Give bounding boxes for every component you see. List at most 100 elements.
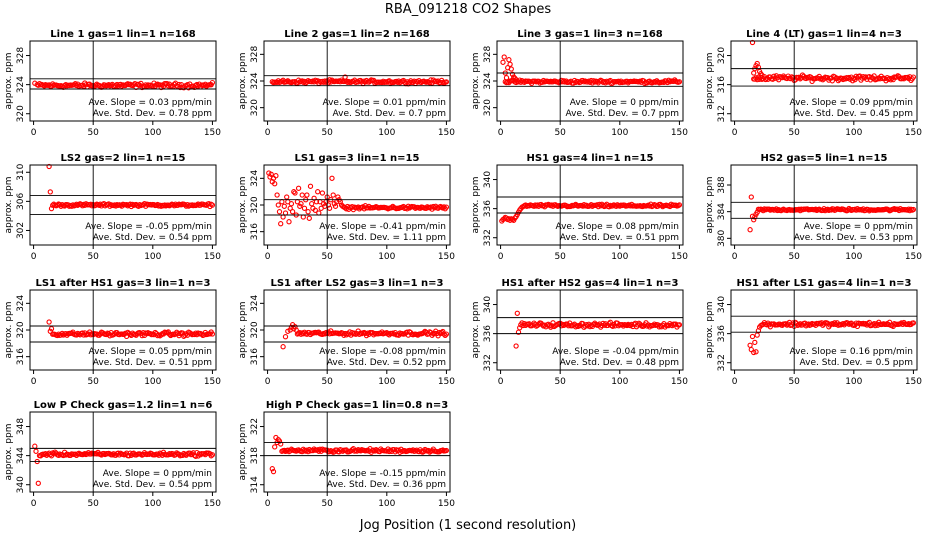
x-tick-label: 150: [204, 377, 221, 387]
y-tick-label: 324: [250, 169, 260, 186]
x-tick-label: 0: [732, 377, 738, 387]
data-point: [146, 451, 152, 457]
data-point: [829, 78, 835, 84]
slope-annotation: Ave. Slope = 0 ppm/min: [570, 98, 679, 108]
y-tick-label: 324: [16, 76, 26, 93]
data-point: [811, 321, 818, 327]
y-tick-label: 320: [250, 99, 260, 116]
std-dev-annotation: Ave. Std. Dev. = 0.78 ppm: [93, 109, 212, 119]
data-point: [676, 202, 683, 208]
x-tick-label: 100: [611, 252, 628, 262]
y-axis-label: approx. ppm: [4, 53, 14, 110]
x-tick-label: 100: [845, 252, 862, 262]
y-tick-label: 332: [483, 354, 493, 371]
data-point: [443, 447, 450, 454]
panel-4: Line 4 (LT) gas=1 lin=4 n=3 approx. ppm Av…: [705, 29, 922, 138]
x-tick-label: 0: [732, 128, 738, 138]
data-point: [209, 202, 216, 208]
panel-10: LS1 after LS2 gas=3 lin=1 n=3 approx. ppm…: [238, 278, 455, 387]
data-point: [289, 209, 296, 215]
y-axis-label: approx. ppm: [4, 177, 14, 234]
data-point: [282, 210, 289, 216]
x-tick-label: 50: [554, 128, 566, 138]
panel-11: HS1 after HS2 gas=4 lin=1 n=3 approx. ppm…: [471, 278, 688, 387]
data-point: [272, 181, 278, 187]
data-point: [372, 448, 378, 454]
data-point: [281, 447, 287, 454]
panel-title: Line 4 (LT) gas=1 lin=4 n=3: [746, 29, 902, 40]
y-tick-label: 312: [717, 105, 727, 122]
panel-title: LS1 gas=3 lin=1 n=15: [295, 153, 420, 164]
x-tick-label: 50: [87, 128, 99, 138]
data-point: [284, 194, 290, 200]
y-tick-label: 328: [483, 45, 493, 62]
data-point: [286, 219, 292, 225]
plot-frame: [730, 289, 918, 371]
data-point: [299, 192, 305, 198]
x-tick-label: 0: [498, 377, 504, 387]
y-axis-label: approx. ppm: [471, 302, 481, 359]
data-point: [209, 79, 216, 86]
y-axis-label: approx. ppm: [4, 424, 14, 481]
data-point: [338, 447, 345, 453]
data-point: [54, 332, 61, 339]
data-point: [440, 328, 446, 335]
y-tick-label: 322: [250, 418, 260, 435]
x-tick-label: 150: [204, 499, 221, 509]
x-tick-label: 100: [144, 377, 161, 387]
panel-title: LS2 gas=2 lin=1 n=15: [61, 153, 186, 164]
y-tick-label: 332: [483, 229, 493, 246]
data-point: [797, 76, 803, 82]
data-point: [325, 80, 332, 86]
y-tick-label: 306: [16, 193, 26, 210]
data-point: [354, 330, 360, 337]
data-point: [573, 79, 579, 86]
data-point: [639, 203, 646, 210]
data-point: [307, 183, 314, 189]
x-tick-label: 0: [31, 499, 37, 509]
x-tick-label: 50: [788, 252, 800, 262]
data-point: [175, 202, 181, 208]
data-point: [122, 330, 129, 336]
x-tick-label: 50: [554, 252, 566, 262]
data-point: [46, 319, 52, 325]
y-axis-label: approx. ppm: [238, 302, 248, 359]
std-dev-annotation: Ave. Std. Dev. = 0.52 ppm: [327, 358, 446, 368]
data-point: [329, 175, 335, 181]
data-point: [269, 466, 275, 472]
data-point: [301, 205, 308, 211]
y-tick-label: 384: [717, 203, 727, 220]
data-point: [305, 209, 311, 215]
x-tick-label: 150: [438, 499, 455, 509]
y-tick-label: 324: [483, 72, 493, 89]
data-point: [388, 204, 395, 211]
data-point: [601, 79, 607, 85]
data-point: [513, 343, 519, 349]
panel-title: Line 2 gas=1 lin=2 n=168: [284, 29, 430, 40]
data-point: [109, 452, 115, 458]
panel-5: LS2 gas=2 lin=1 n=15 approx. ppm Ave. Slop…: [4, 153, 221, 262]
x-tick-label: 0: [732, 252, 738, 262]
slope-annotation: Ave. Slope = -0.08 ppm/min: [319, 347, 446, 357]
x-tick-label: 100: [378, 252, 395, 262]
data-point: [500, 59, 506, 65]
data-point: [443, 204, 450, 210]
data-point: [752, 214, 758, 220]
data-point: [387, 447, 394, 453]
data-point: [141, 200, 148, 207]
x-tick-label: 50: [87, 499, 99, 509]
data-point: [350, 78, 357, 85]
data-point: [300, 214, 306, 220]
plot-frame: [29, 411, 217, 493]
x-tick-label: 0: [31, 252, 37, 262]
data-point: [330, 192, 336, 198]
data-point: [404, 329, 410, 335]
data-point: [519, 320, 525, 326]
data-point: [297, 203, 303, 209]
data-point: [747, 227, 753, 233]
data-point: [904, 74, 911, 81]
y-tick-label: 320: [717, 47, 727, 64]
y-tick-label: 340: [16, 476, 26, 493]
x-tick-label: 100: [378, 377, 395, 387]
data-point: [749, 333, 756, 340]
